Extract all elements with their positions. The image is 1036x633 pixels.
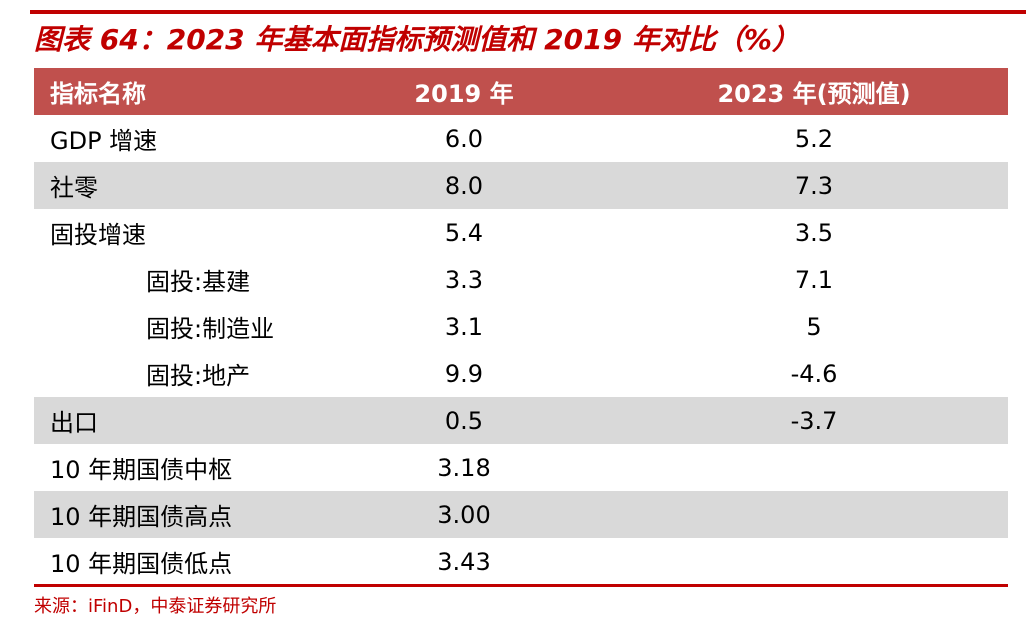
row-label: 固投增速 — [50, 221, 146, 249]
row-value-2019: 3.18 — [437, 453, 491, 482]
row-value-2019: 3.00 — [437, 500, 491, 529]
row-value-2023: 7.1 — [794, 265, 834, 294]
table-row: 10 年期国债中枢 3.18 — [34, 444, 1008, 491]
row-value-2023: 5 — [806, 312, 822, 341]
table-row: 社零 8.0 7.3 — [34, 162, 1008, 209]
row-label: 固投:制造业 — [146, 315, 275, 343]
row-value-2019: 9.9 — [444, 359, 484, 388]
row-label: 固投:基建 — [146, 268, 251, 296]
row-value-2023: -4.6 — [790, 359, 838, 388]
row-value-2019: 5.4 — [444, 218, 484, 247]
table-header-row: 指标名称 2019 年 2023 年(预测值) — [34, 68, 1008, 115]
row-label: 社零 — [50, 174, 98, 202]
table-row: 10 年期国债低点 3.43 — [34, 538, 1008, 585]
row-label: 10 年期国债中枢 — [50, 456, 233, 484]
row-value-2019: 3.1 — [444, 312, 484, 341]
table-row: 出口 0.5 -3.7 — [34, 397, 1008, 444]
figure-title: 图表 64：2023 年基本面指标预测值和 2019 年对比（%） — [34, 23, 800, 56]
row-value-2019: 3.3 — [444, 265, 484, 294]
header-2019: 2019 年 — [414, 80, 514, 108]
row-value-2023: 5.2 — [794, 124, 834, 153]
row-value-2023: -3.7 — [790, 406, 838, 435]
row-label: 10 年期国债高点 — [50, 503, 233, 531]
row-label: 出口 — [50, 409, 98, 437]
bottom-rule — [34, 584, 1008, 587]
row-value-2019: 3.43 — [437, 547, 491, 576]
table-row: 固投:制造业 3.1 5 — [34, 303, 1008, 350]
table-row: GDP 增速 6.0 5.2 — [34, 115, 1008, 162]
row-label: GDP 增速 — [50, 127, 158, 155]
row-value-2019: 6.0 — [444, 124, 484, 153]
table-row: 固投增速 5.4 3.5 — [34, 209, 1008, 256]
row-label: 固投:地产 — [146, 362, 251, 390]
row-value-2023: 3.5 — [794, 218, 834, 247]
row-value-2019: 8.0 — [444, 171, 484, 200]
data-table: 指标名称 2019 年 2023 年(预测值) GDP 增速 6.0 5.2 社… — [34, 68, 1008, 585]
row-value-2019: 0.5 — [444, 406, 484, 435]
header-2023: 2023 年(预测值) — [717, 80, 911, 108]
table-row: 固投:基建 3.3 7.1 — [34, 256, 1008, 303]
table-row: 10 年期国债高点 3.00 — [34, 491, 1008, 538]
row-value-2023: 7.3 — [794, 171, 834, 200]
top-rule — [30, 10, 1026, 14]
source-note: 来源：iFinD，中泰证券研究所 — [34, 596, 277, 617]
table-row: 固投:地产 9.9 -4.6 — [34, 350, 1008, 397]
row-label: 10 年期国债低点 — [50, 550, 233, 578]
header-name: 指标名称 — [50, 80, 146, 108]
